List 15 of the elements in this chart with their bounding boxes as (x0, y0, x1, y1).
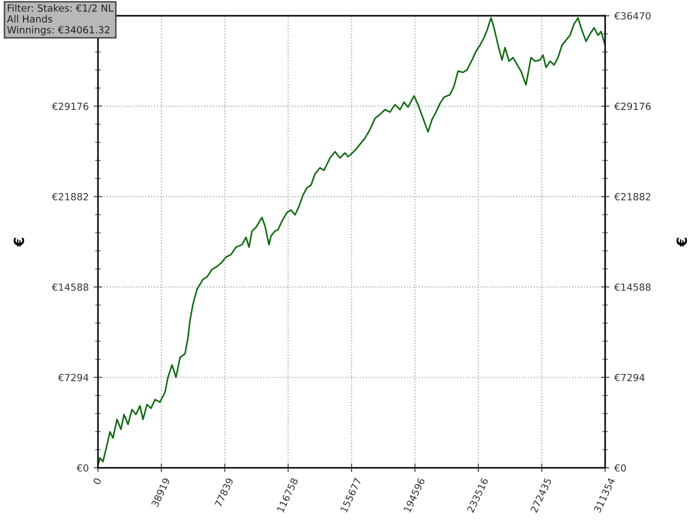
y-tick-label: €14588 (52, 283, 88, 291)
y-tick-label: €21882 (52, 193, 88, 200)
x-tick-label: 0 (92, 477, 102, 486)
y2-tick-label: €36470 (614, 12, 651, 20)
y-tick-label: €7294 (58, 374, 88, 382)
y2-tick-label: €21882 (614, 193, 650, 200)
y-axis-title: € (14, 238, 24, 247)
y2-tick-label: €14588 (614, 283, 651, 291)
y2-tick-label: €29176 (614, 102, 651, 110)
y2-tick-label: €0 (614, 464, 626, 472)
annotation: Filter: Stakes: €1/2 NL All Hands Winnings: €34061.32 (6, 4, 114, 36)
y-tick-label: €29176 (52, 102, 88, 110)
y-tick-label: €0 (76, 464, 88, 472)
y2-tick-label: €7294 (614, 374, 645, 382)
y2-axis-title: € (676, 238, 688, 247)
